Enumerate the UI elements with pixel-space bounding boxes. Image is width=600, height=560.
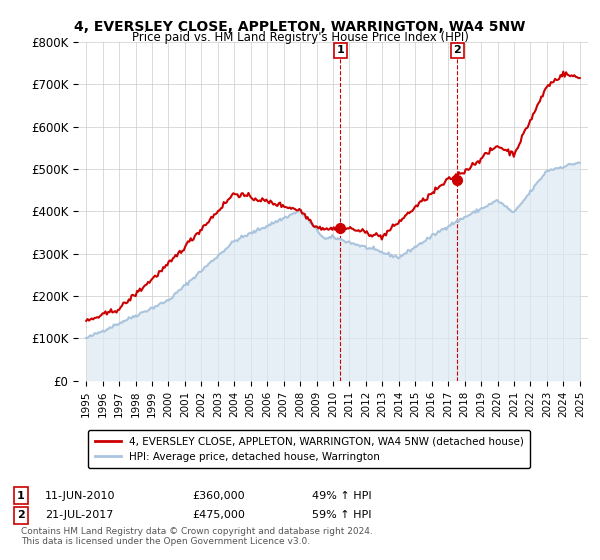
Text: 4, EVERSLEY CLOSE, APPLETON, WARRINGTON, WA4 5NW: 4, EVERSLEY CLOSE, APPLETON, WARRINGTON,… — [74, 20, 526, 34]
Legend: 4, EVERSLEY CLOSE, APPLETON, WARRINGTON, WA4 5NW (detached house), HPI: Average : 4, EVERSLEY CLOSE, APPLETON, WARRINGTON,… — [88, 430, 530, 468]
Text: £360,000: £360,000 — [192, 491, 245, 501]
Text: 59% ↑ HPI: 59% ↑ HPI — [312, 510, 371, 520]
Text: 11-JUN-2010: 11-JUN-2010 — [45, 491, 115, 501]
Text: 49% ↑ HPI: 49% ↑ HPI — [312, 491, 371, 501]
Text: 21-JUL-2017: 21-JUL-2017 — [45, 510, 113, 520]
Text: Price paid vs. HM Land Registry's House Price Index (HPI): Price paid vs. HM Land Registry's House … — [131, 31, 469, 44]
Text: Contains HM Land Registry data © Crown copyright and database right 2024.
This d: Contains HM Land Registry data © Crown c… — [21, 526, 373, 546]
Text: 2: 2 — [454, 45, 461, 55]
Text: 1: 1 — [17, 491, 25, 501]
Text: 2: 2 — [17, 510, 25, 520]
Text: 1: 1 — [337, 45, 344, 55]
Text: £475,000: £475,000 — [192, 510, 245, 520]
